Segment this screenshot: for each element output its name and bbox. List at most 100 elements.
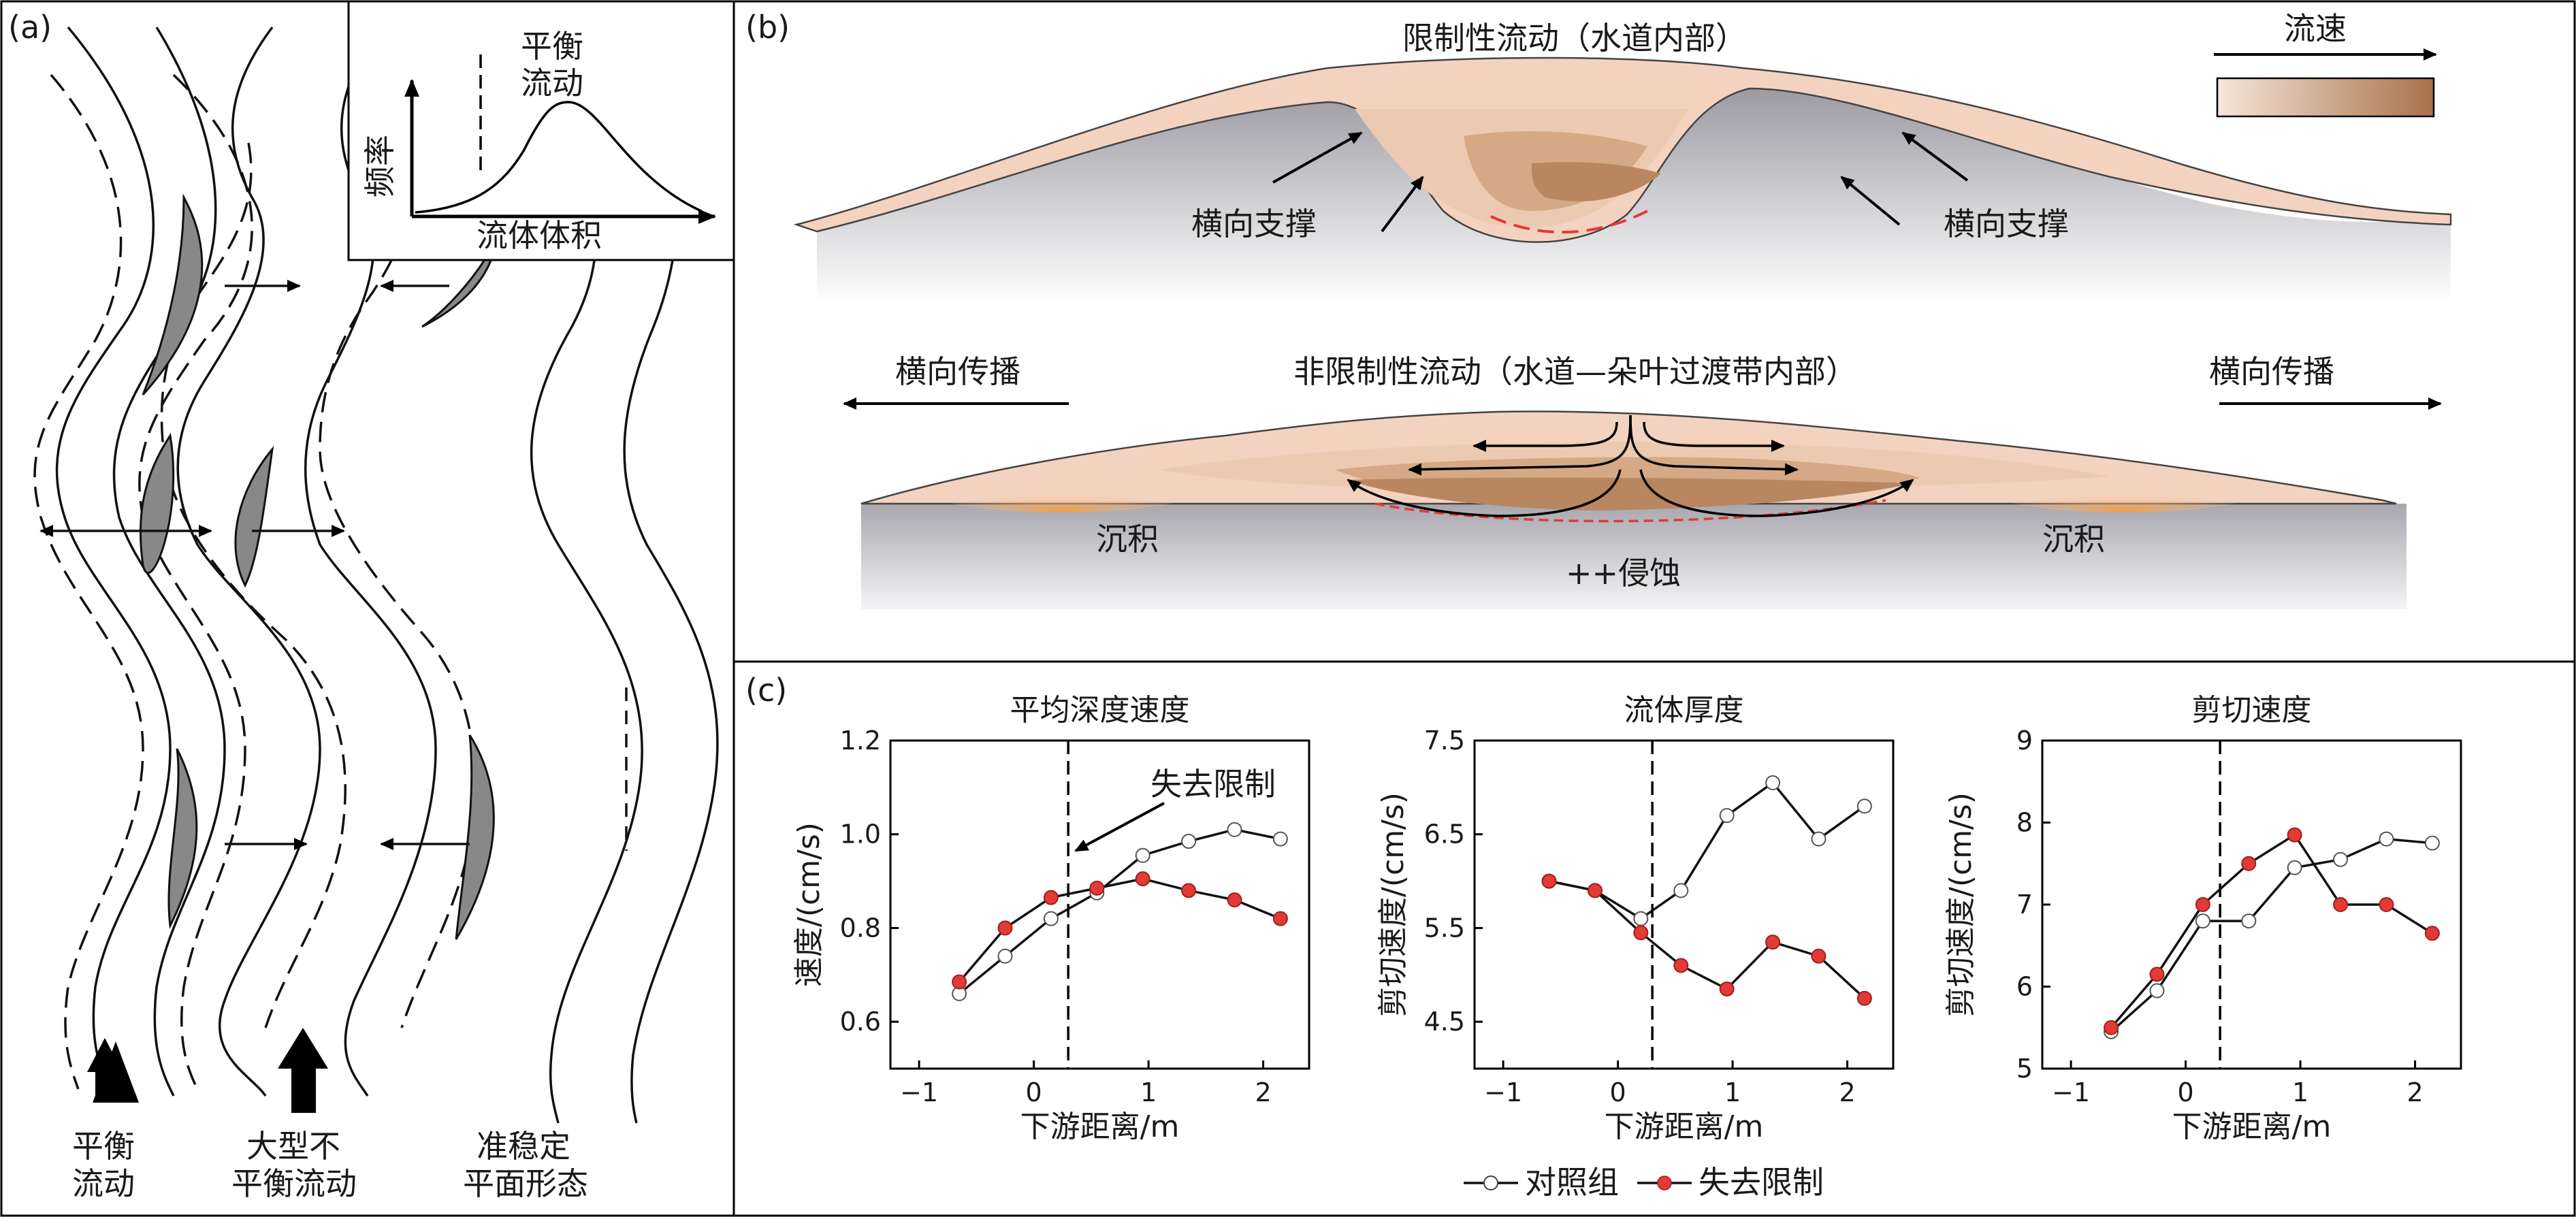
control-series-line: [2110, 837, 2433, 1033]
loss-point: [1673, 958, 1689, 973]
y-axis-label: 剪切速度/(cm/s): [1376, 792, 1411, 1017]
panel-c-legend: 对照组 失去限制: [1464, 1164, 1824, 1201]
panel-b-letter: (b): [745, 9, 790, 46]
loss-point: [1089, 880, 1105, 896]
flow-pattern-arrows: [1347, 415, 1914, 517]
loss-point: [2104, 1020, 2119, 1035]
loss-point: [2195, 897, 2210, 912]
confined-title: 限制性流动（水道内部）: [1402, 20, 1747, 56]
y-tick-label: 8: [2016, 808, 2033, 838]
loss-point: [952, 974, 967, 990]
loss-point: [1633, 925, 1649, 941]
loss-point: [2424, 926, 2440, 941]
panel-a: (a): [8, 0, 735, 1202]
y-tick-label: 5: [2016, 1054, 2033, 1084]
loss-point: [2149, 967, 2165, 982]
loss-point: [1765, 935, 1781, 950]
legend-loss-label: 失去限制: [1698, 1164, 1824, 1201]
chart-frame: [1473, 739, 1895, 1070]
chart-title: 流体厚度: [1624, 693, 1744, 728]
control-point: [1272, 831, 1288, 847]
inset-frequency: 平衡 流动 频率 流体体积: [347, 0, 735, 261]
loss-point: [997, 920, 1013, 936]
control-point: [1043, 911, 1059, 926]
control-point: [1181, 834, 1197, 849]
equilibrium-label-1: 平衡: [72, 1128, 135, 1165]
y-tick-label: 5.5: [1424, 913, 1465, 943]
y-tick-label: 4.5: [1424, 1007, 1465, 1037]
loss-point: [1043, 890, 1059, 905]
chart-title: 平均深度速度: [1010, 693, 1190, 728]
panel-c: (c) 平均深度速度 −1 0 1 2 0.6 0.8 1.0 1.2 下游距离/m 速度/(cm/…: [745, 672, 2462, 1201]
control-point: [1227, 822, 1242, 837]
loss-point: [1719, 981, 1735, 996]
loss-point: [2379, 897, 2394, 912]
loss-series-line: [2110, 833, 2433, 1028]
control-point: [2287, 860, 2302, 875]
x-tick-label: 0: [1026, 1077, 1042, 1107]
velocity-color-bar: [2216, 77, 2435, 118]
loss-point: [1587, 883, 1603, 898]
chart-2: 流体厚度 −1 0 1 2 4.5 5.5 6.5 7.5 下游距离/m 剪切速度/(cm/s): [1376, 693, 1895, 1144]
x-tick-label: 2: [2407, 1077, 2424, 1107]
unconfined-flow-section: 非限制性流动（水道—朵叶过渡带内部） 横向传播 横向传播 沉积 沉积: [843, 353, 2442, 609]
loss-point: [2333, 897, 2349, 912]
legend-control-label: 对照组: [1525, 1164, 1619, 1201]
quasi-stable-label-1: 准稳定: [477, 1128, 570, 1165]
inset-peak-label-1: 平衡: [521, 28, 583, 65]
control-point: [2241, 913, 2257, 929]
charts: 平均深度速度 −1 0 1 2 0.6 0.8 1.0 1.2 下游距离/m 速度/(cm/s) 流体…: [792, 693, 2462, 1144]
loss-point: [2287, 827, 2302, 843]
loss-point: [1541, 873, 1557, 889]
control-point: [1811, 831, 1826, 847]
chart-title: 剪切速度: [2192, 693, 2312, 728]
y-tick-label: 9: [2016, 726, 2033, 756]
control-point: [1633, 911, 1649, 926]
x-tick-label: −1: [1484, 1077, 1522, 1107]
disequilibrium-flow-arrow: [278, 1028, 328, 1069]
point-bars: [139, 193, 498, 940]
inset-peak-label-2: 流动: [521, 65, 583, 101]
x-tick-label: −1: [2052, 1077, 2090, 1107]
erosion-label: ++侵蚀: [1566, 555, 1681, 591]
loss-annotation-label: 失去限制: [1150, 766, 1276, 802]
control-point: [2195, 913, 2210, 929]
panel-c-border: [732, 660, 2576, 1217]
x-axis-label: 下游距离/m: [1020, 1109, 1180, 1144]
x-tick-label: −1: [900, 1077, 938, 1107]
y-tick-label: 1.2: [840, 726, 881, 756]
control-series-line: [958, 828, 1281, 995]
x-tick-label: 1: [2292, 1077, 2308, 1107]
inset-ylabel: 频率: [361, 135, 398, 197]
loss-point: [1272, 911, 1288, 926]
lateral-spread-left: 横向传播: [895, 353, 1020, 390]
x-tick-label: 2: [1255, 1077, 1272, 1107]
x-tick-label: 1: [1724, 1077, 1741, 1107]
disequilibrium-label-2: 平衡流动: [231, 1165, 357, 1202]
control-point: [2379, 831, 2394, 847]
erosion-dash-top: [1490, 210, 1648, 233]
panel-c-letter: (c): [745, 672, 787, 709]
quasi-stable-label-2: 平面形态: [463, 1165, 588, 1202]
control-point: [1856, 798, 1872, 814]
y-tick-label: 0.6: [840, 1007, 881, 1037]
confined-flow-section: 限制性流动（水道内部） 横向支撑 横向支撑: [793, 20, 2452, 303]
control-point: [997, 948, 1013, 964]
loss-point: [1181, 883, 1197, 898]
velocity-legend: 流速: [2214, 10, 2437, 118]
control-point: [1673, 883, 1689, 898]
panel-a-letter: (a): [8, 9, 52, 46]
control-point: [1135, 847, 1150, 863]
x-axis-label: 下游距离/m: [2172, 1109, 2332, 1144]
control-point: [1719, 808, 1735, 824]
control-point: [2149, 983, 2165, 999]
equilibrium-label-2: 流动: [72, 1165, 135, 1202]
y-tick-label: 7.5: [1424, 726, 1465, 756]
panel-b: (b) 限制性流动（水道内部） 横向支撑 横向支撑 流速 非限制性流动（水道—朵…: [745, 9, 2452, 609]
loss-series-line: [958, 877, 1281, 983]
migration-arrows: [39, 280, 470, 850]
x-tick-label: 1: [1140, 1077, 1157, 1107]
erosion-dash-bottom: [1374, 499, 1886, 523]
x-tick-label: 2: [1839, 1077, 1856, 1107]
